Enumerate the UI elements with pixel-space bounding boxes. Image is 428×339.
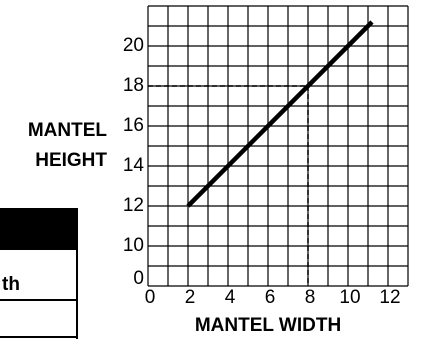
y-tick-label: 10 (123, 235, 144, 256)
y-tick-label: 18 (123, 75, 144, 96)
y-axis-title: MANTEL (28, 120, 108, 141)
y-tick-label: 16 (123, 115, 144, 136)
table-header (0, 208, 78, 250)
data-line (186, 20, 374, 208)
x-tick-label: 4 (225, 287, 236, 308)
x-tick-label: 12 (379, 287, 400, 308)
x-tick-label: 6 (265, 287, 276, 308)
x-tick-label: 2 (185, 287, 196, 308)
x-tick-label: 8 (305, 287, 316, 308)
y-tick-label: 20 (123, 35, 144, 56)
x-tick-label: 0 (145, 287, 156, 308)
y-axis-title: HEIGHT (35, 150, 107, 171)
y-tick-label: 14 (123, 155, 145, 176)
x-tick-label: 10 (339, 287, 360, 308)
y-tick-label: 12 (123, 195, 144, 216)
x-axis-title: MANTEL WIDTH (195, 315, 341, 336)
table-cell: th (2, 274, 20, 295)
y-tick-label: 0 (133, 268, 144, 289)
